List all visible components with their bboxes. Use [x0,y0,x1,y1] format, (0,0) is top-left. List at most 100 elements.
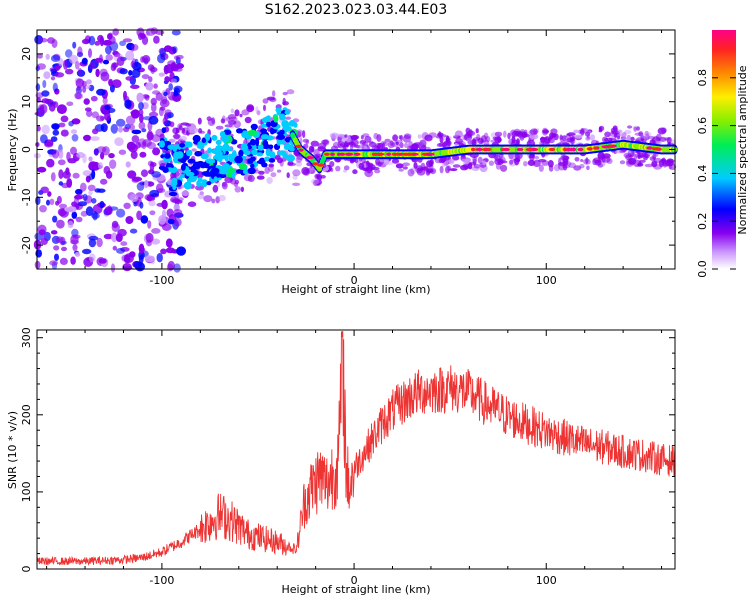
heatmap-mid-blob [163,153,171,159]
heatmap-halo-blob [452,155,460,161]
heatmap-halo-blob [623,152,632,158]
heatmap-mid-blob [211,134,218,141]
heatmap-halo-blob [244,116,252,124]
heatmap-noise-blob [129,228,138,234]
heatmap-noise-blob [110,64,117,72]
heatmap-halo-blob [295,156,303,163]
heatmap-noise-blob [125,161,131,168]
heatmap-halo-blob [358,162,365,170]
heatmap-halo-blob [301,167,310,175]
heatmap-noise-blob [36,63,46,70]
heatmap-halo-blob [233,120,241,129]
colorbar-gradient [712,30,736,269]
heatmap-noise-blob [89,61,96,70]
heatmap-halo-blob [352,169,358,175]
heatmap-noise-blob [37,224,47,235]
snr-ytick-label: 200 [20,404,33,425]
heatmap-halo-blob [529,128,539,136]
heatmap-noise-blob [56,104,67,115]
heatmap-mid-blob [228,167,236,173]
heatmap-noise-blob [105,54,113,61]
heatmap-noise-blob [86,79,92,85]
heatmap-halo-blob [366,160,370,166]
heatmap-halo-blob [527,159,536,166]
heatmap-halo-blob [262,98,269,104]
heatmap-halo-blob [243,174,253,182]
heatmap-noise-blob [55,236,64,244]
heatmap-noise-blob [108,36,116,45]
heatmap-ridge-peak [339,152,346,156]
heatmap-halo-blob [438,158,445,164]
heatmap-mid-blob [231,171,236,179]
heatmap-noise-blob [72,234,81,239]
heatmap-halo-blob [370,166,374,172]
heatmap-halo-blob [189,127,199,134]
heatmap-halo-blob [488,160,494,166]
heatmap-noise-blob [88,161,98,172]
heatmap-noise-blob [83,134,92,142]
heatmap-noise-blob [88,235,99,241]
heatmap-halo-blob [215,125,224,130]
colorbar-ticks: 0.0 0.2 0.4 0.6 0.8 [696,69,736,278]
heatmap-noise-blob [46,158,55,168]
heatmap-halo-blob [227,114,237,120]
heatmap-noise-blob [151,102,157,113]
heatmap-noise-blob [99,200,105,209]
colorbar-tick-label: 0.6 [696,117,709,135]
heatmap-noise-blob [149,189,160,197]
heatmap-halo-blob [224,124,233,128]
heatmap-halo-blob [350,158,357,163]
heatmap-noise-blob [149,210,156,216]
heatmap-noise-blob [152,147,161,156]
heatmap-noise-blob [130,60,135,68]
heatmap-noise-blob [130,109,140,119]
heatmap-mid-blob [256,152,264,157]
heatmap-noise-blob [35,249,42,258]
heatmap-ridge-peak [306,156,314,160]
heatmap-noise-blob [34,260,41,269]
heatmap-halo-blob [282,101,289,106]
heatmap-ylabel: Frequency (Hz) [6,109,19,192]
heatmap-halo-blob [191,148,197,152]
heatmap-noise-blob [40,134,48,144]
heatmap-halo-blob [645,133,650,141]
heatmap-halo-blob [159,106,166,111]
heatmap-halo-blob [562,163,568,171]
heatmap-noise-blob [82,193,88,201]
heatmap-halo-blob [439,134,447,138]
heatmap-halo-blob [234,109,240,117]
heatmap-noise-blob [88,190,93,196]
heatmap-mid-blob [285,142,291,151]
heatmap-noise-blob [36,166,47,173]
heatmap-halo-blob [585,157,589,165]
heatmap-halo-blob [424,134,433,142]
heatmap-noise-blob [100,123,108,133]
heatmap-halo-blob [305,140,309,145]
heatmap-halo-blob [316,173,323,180]
heatmap-halo-blob [653,164,662,170]
heatmap-mid-blob [236,128,243,134]
heatmap-halo-blob [624,129,632,135]
heatmap-halo-blob [246,104,255,113]
heatmap-mid-blob [277,150,287,156]
heatmap-halo-blob [598,126,602,131]
heatmap-noise-blob [59,257,68,265]
heatmap-noise-blob [169,121,175,128]
heatmap-halo-blob [240,186,244,192]
heatmap-halo-blob [473,163,481,169]
heatmap-noise-blob [66,101,74,107]
heatmap-halo-blob [395,163,404,169]
heatmap-halo-blob [311,178,320,185]
heatmap-halo-blob [630,136,635,141]
heatmap-mid-blob [281,122,290,128]
heatmap-mid-blob [167,144,176,150]
heatmap-halo-blob [523,161,528,167]
heatmap-noise-blob [58,122,66,128]
heatmap-noise-blob [113,52,121,58]
heatmap-mid-blob [249,139,257,146]
heatmap-halo-blob [314,153,321,159]
heatmap-halo-blob [407,168,415,177]
heatmap-halo-blob [364,135,372,143]
heatmap-noise-blob [70,239,79,245]
